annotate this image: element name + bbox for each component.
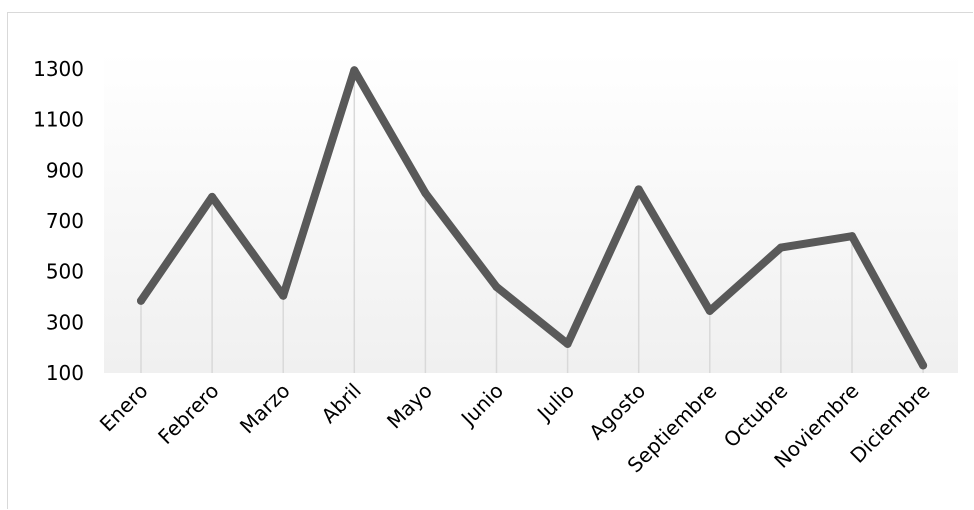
- y-tick-label-900: 900: [46, 158, 84, 182]
- data-point-abril: [350, 66, 359, 75]
- data-point-octubre: [776, 243, 785, 252]
- data-point-julio: [563, 339, 572, 348]
- drop-lines: [140, 70, 924, 373]
- y-tick-label-1300: 1300: [33, 57, 84, 81]
- y-tick-label-1100: 1100: [33, 108, 84, 132]
- x-tick-label-junio: Junio: [455, 379, 508, 432]
- y-tick-label-700: 700: [46, 209, 84, 233]
- x-tick-label-febrero: Febrero: [153, 379, 223, 449]
- x-tick-label-enero: Enero: [95, 379, 153, 437]
- data-point-marzo: [279, 291, 288, 300]
- data-point-agosto: [634, 185, 643, 194]
- data-point-febrero: [208, 192, 217, 201]
- y-axis-tick-labels: 100 300 500 700 900 1100 1300: [33, 57, 84, 385]
- x-tick-label-abril: Abril: [317, 379, 366, 428]
- x-tick-label-julio: Julio: [531, 379, 579, 427]
- y-tick-label-100: 100: [46, 361, 84, 385]
- x-tick-label-marzo: Marzo: [235, 379, 295, 439]
- plot-area: [104, 52, 958, 373]
- x-axis-tick-labels: Enero Febrero Marzo Abril Mayo Junio Julio Agos…: [95, 379, 935, 478]
- y-tick-label-500: 500: [46, 260, 84, 284]
- y-tick-label-300: 300: [46, 310, 84, 334]
- series-layer: [137, 66, 928, 370]
- x-tick-label-agosto: Agosto: [584, 379, 650, 445]
- data-point-septiembre: [705, 306, 714, 315]
- data-point-mayo: [421, 189, 430, 198]
- data-point-diciembre: [919, 361, 928, 370]
- series-line: [137, 66, 928, 370]
- x-tick-label-octubre: Octubre: [719, 379, 793, 453]
- data-point-enero: [137, 296, 145, 305]
- data-point-noviembre: [848, 232, 856, 241]
- data-point-junio: [492, 282, 501, 291]
- x-tick-label-mayo: Mayo: [382, 379, 437, 434]
